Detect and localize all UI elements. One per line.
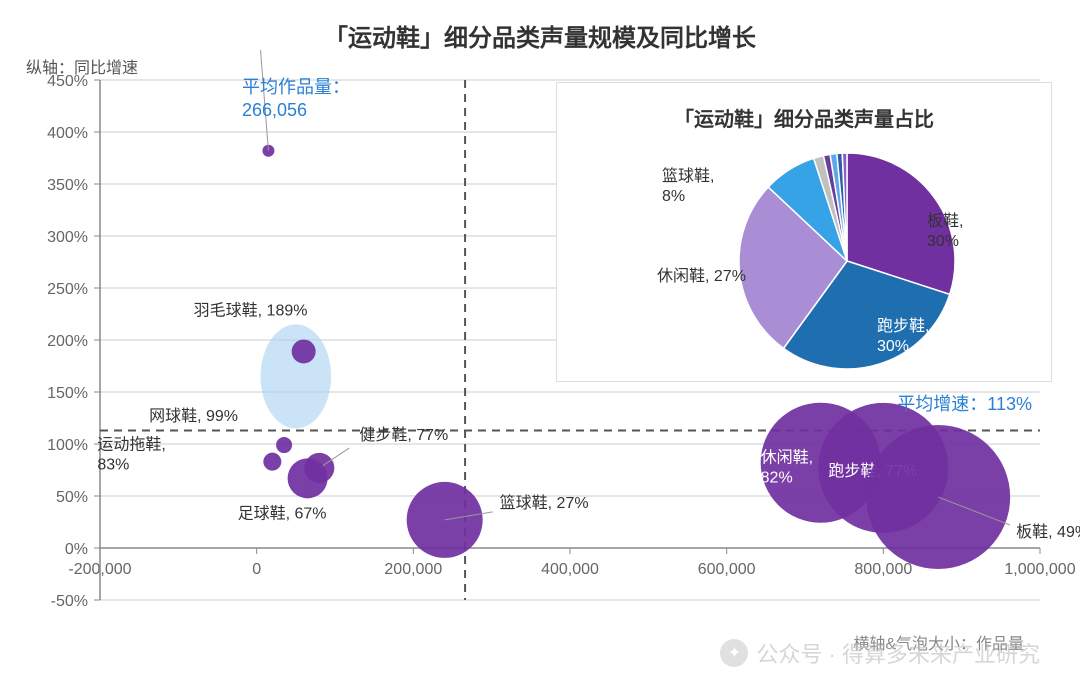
svg-text:200,000: 200,000: [384, 561, 442, 578]
svg-text:30%: 30%: [877, 338, 909, 355]
svg-text:篮球鞋,: 篮球鞋,: [662, 167, 714, 185]
svg-text:200%: 200%: [47, 333, 88, 350]
watermark-text: 公众号 · 得算多未来产业研究: [756, 637, 1040, 669]
avg-growth-label: 平均增速：113%: [897, 390, 1032, 416]
svg-text:休闲鞋, 27%: 休闲鞋, 27%: [657, 267, 746, 285]
svg-text:健步鞋, 77%: 健步鞋, 77%: [359, 426, 448, 444]
svg-text:篮球鞋, 27%: 篮球鞋, 27%: [500, 494, 589, 512]
svg-text:休闲鞋,: 休闲鞋,: [761, 449, 813, 467]
svg-text:83%: 83%: [97, 457, 129, 474]
svg-text:1,000,000: 1,000,000: [1004, 561, 1075, 578]
svg-text:运动拖鞋,: 运动拖鞋,: [97, 436, 165, 454]
svg-text:30%: 30%: [927, 233, 959, 250]
svg-text:0%: 0%: [65, 541, 88, 558]
avg-work-line1: 平均作品量：: [242, 77, 350, 97]
svg-text:150%: 150%: [47, 385, 88, 402]
svg-text:400%: 400%: [47, 125, 88, 142]
svg-text:82%: 82%: [761, 470, 793, 487]
pie-chart: 板鞋, 30% 跑步鞋, 30% 休闲鞋, 27% 篮球鞋, 8%: [557, 113, 1053, 383]
svg-text:250%: 250%: [47, 281, 88, 298]
wechat-icon: ✦: [720, 639, 748, 667]
svg-text:800,000: 800,000: [854, 561, 912, 578]
avg-work-line2: 266,056: [242, 100, 307, 120]
pie-container: 「运动鞋」细分品类声量占比 板鞋,30%跑步鞋,30%休闲鞋, 27%篮球鞋,8…: [556, 82, 1052, 382]
svg-text:足球鞋, 67%: 足球鞋, 67%: [238, 504, 327, 522]
svg-text:8%: 8%: [662, 188, 685, 205]
svg-text:跑步鞋,: 跑步鞋,: [877, 317, 929, 335]
svg-text:50%: 50%: [56, 489, 88, 506]
svg-text:600,000: 600,000: [698, 561, 756, 578]
svg-text:羽毛球鞋, 189%: 羽毛球鞋, 189%: [194, 301, 308, 319]
avg-work-label: 平均作品量： 266,056: [242, 76, 350, 123]
svg-text:450%: 450%: [47, 73, 88, 90]
svg-text:350%: 350%: [47, 177, 88, 194]
svg-text:400,000: 400,000: [541, 561, 599, 578]
svg-text:板鞋,: 板鞋,: [927, 212, 963, 230]
svg-text:300%: 300%: [47, 229, 88, 246]
svg-text:100%: 100%: [47, 437, 88, 454]
svg-text:网球鞋, 99%: 网球鞋, 99%: [149, 407, 238, 425]
watermark: ✦ 公众号 · 得算多未来产业研究: [720, 637, 1040, 669]
svg-text:0: 0: [252, 561, 261, 578]
svg-text:-50%: -50%: [51, 593, 88, 610]
chart-title: 「运动鞋」细分品类声量规模及同比增长: [0, 18, 1080, 53]
svg-text:板鞋, 49%: 板鞋, 49%: [1016, 523, 1080, 541]
